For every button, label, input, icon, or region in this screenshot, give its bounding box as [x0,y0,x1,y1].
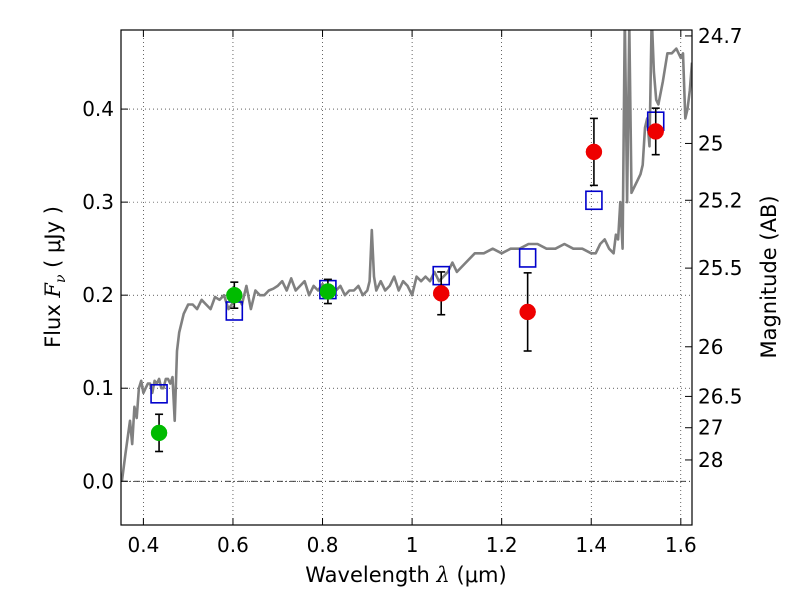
green-data-point [150,424,168,442]
x-tick-label: 1.2 [486,533,518,557]
mag-tick-label: 25 [698,131,723,155]
mag-tick-label: 28 [698,448,723,472]
model-square-point [150,384,168,404]
errorbars [150,107,664,453]
x-tick-label: 0.8 [307,533,339,557]
mag-tick-label: 24.7 [698,24,743,48]
template-spectrum-line [121,30,692,482]
x-tick-label: 1.6 [665,533,697,557]
red-data-point [585,143,603,161]
y-tick-label: 0.0 [82,469,114,493]
red-data-point [519,303,536,321]
y-tick-label: 0.4 [82,97,114,121]
mag-tick-label: 26 [698,335,723,359]
mag-tick-label: 25.5 [698,256,743,280]
x-tick-label: 0.4 [127,533,159,557]
x-tick-label: 1 [406,533,419,557]
ticks: 0.4 0.6 0.8 1 1.2 1.4 1.6 0.0 0.1 0.2 0.3 0.4 24.7 25… [82,24,742,557]
mag-tick-label: 27 [698,416,723,440]
model-square-point [585,190,603,211]
mag-tick-label: 26.5 [698,384,743,408]
x-axis-label: Wavelength λ (μm) [305,563,506,587]
green-data-point [319,283,337,300]
y-tick-label: 0.2 [82,283,114,307]
model-square-point [518,248,537,268]
green-data-point [226,286,243,304]
y-tick-label: 0.3 [82,190,114,214]
y-tick-label: 0.1 [82,376,114,400]
right-axis-label: Magnitude (AB) [757,195,781,358]
plot-frame [120,29,693,526]
red-data-point [432,285,450,302]
x-tick-label: 1.4 [575,533,607,557]
x-tick-label: 0.6 [217,533,249,557]
y-axis-label: Flux Fν ( μJy ) [41,206,69,348]
grid [121,30,692,525]
red-data-point [647,123,664,140]
mag-tick-label: 25.2 [698,188,743,212]
